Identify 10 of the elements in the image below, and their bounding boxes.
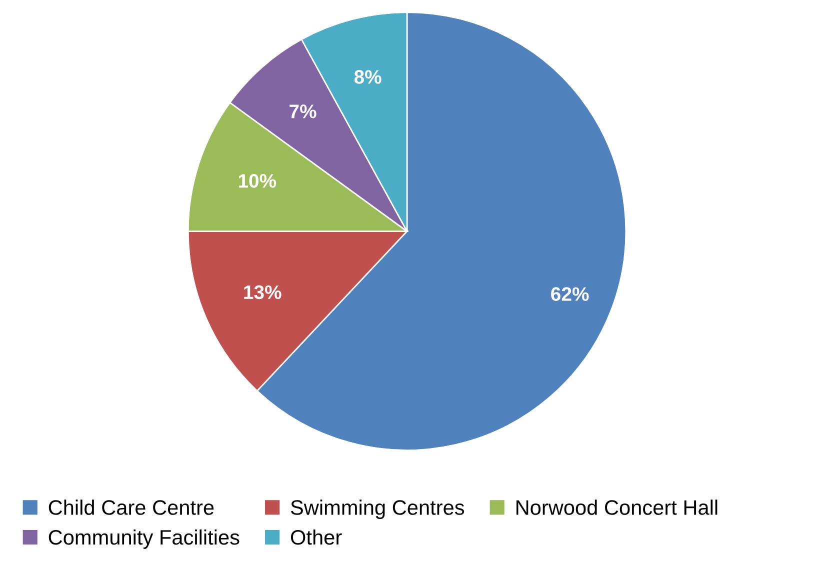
data-label: 62%: [551, 287, 589, 301]
data-label: 10%: [238, 174, 276, 188]
legend-label: Swimming Centres: [290, 500, 464, 520]
data-label: 13%: [244, 285, 282, 300]
legend-label: Other: [290, 529, 342, 545]
legend-label: Norwood Concert Hall: [516, 500, 718, 515]
legend-label: Child Care Centre: [48, 500, 214, 515]
data-label: 8%: [354, 70, 382, 84]
data-label: 7%: [290, 104, 316, 118]
legend-label: Community Facilities: [48, 529, 240, 549]
